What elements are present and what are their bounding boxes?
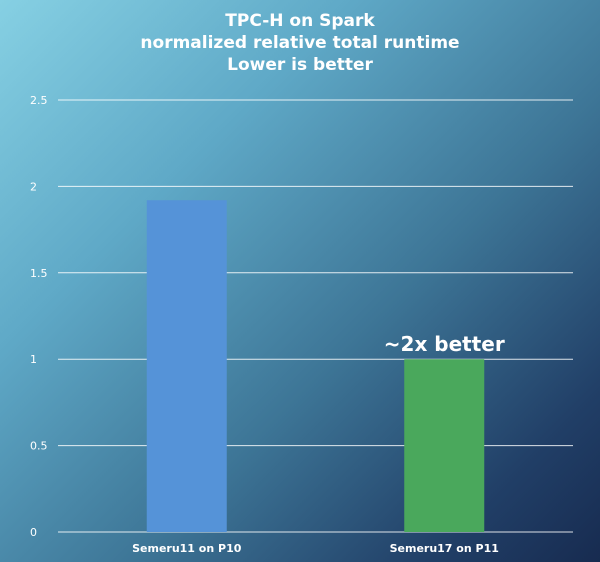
- annotations: ~2x better: [384, 332, 505, 356]
- bars: [146, 200, 485, 532]
- chart-title-line-1: TPC-H on Spark: [225, 11, 375, 31]
- y-tick-label-5: 2.5: [30, 94, 48, 107]
- bar-0: [146, 200, 227, 532]
- x-axis-labels: Semeru11 on P10 Semeru17 on P11: [132, 542, 499, 555]
- y-tick-label-1: 0.5: [30, 440, 48, 453]
- y-tick-label-3: 1.5: [30, 267, 48, 280]
- chart-title-line-3: Lower is better: [227, 55, 373, 75]
- x-category-label-1: Semeru17 on P11: [390, 542, 499, 555]
- y-tick-label-4: 2: [30, 180, 37, 193]
- x-category-label-0: Semeru11 on P10: [132, 542, 242, 555]
- y-tick-label-2: 1: [30, 353, 37, 366]
- chart-title-line-2: normalized relative total runtime: [140, 33, 460, 53]
- y-tick-label-0: 0: [30, 526, 37, 539]
- grid-lines: [58, 99, 573, 533]
- y-axis-ticks: 0 0.5 1 1.5 2 2.5: [30, 94, 48, 539]
- bar-1: [404, 359, 485, 532]
- annotation-0: ~2x better: [384, 332, 505, 356]
- chart-title: TPC-H on Spark normalized relative total…: [0, 10, 600, 76]
